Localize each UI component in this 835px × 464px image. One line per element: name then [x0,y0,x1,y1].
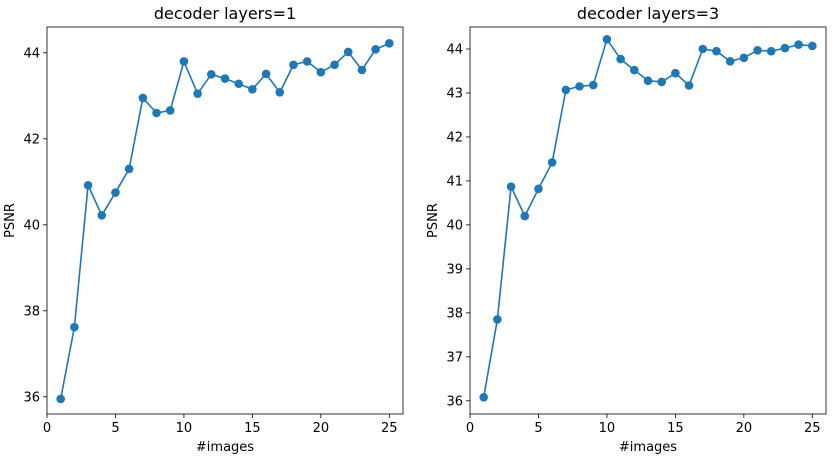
y-tick-label: 38 [446,306,463,321]
y-tick-label: 42 [23,132,40,147]
data-point [234,79,243,89]
y-axis-label: PSNR [3,203,18,238]
data-point [643,76,653,85]
data-point [698,44,708,54]
y-tick-label: 38 [23,304,40,319]
x-tick-label: 20 [736,421,753,436]
data-point [684,81,694,90]
data-point [780,43,790,53]
data-point [766,46,776,56]
data-point [547,158,557,167]
y-tick-label: 36 [446,394,463,409]
data-point [371,45,380,54]
data-point [330,60,339,70]
data-point [534,184,543,194]
data-point [316,67,326,77]
data-point [179,57,189,66]
data-point [193,89,202,98]
data-point [520,211,530,221]
data-point [248,85,257,94]
x-tick-label: 25 [804,421,821,436]
y-tick-label: 42 [446,130,463,145]
data-point [124,164,134,174]
data-point [152,108,161,118]
data-point [616,54,625,64]
data-point [808,41,817,51]
x-tick-label: 5 [111,421,119,436]
y-tick-label: 39 [446,262,463,277]
plot-frame [469,26,827,415]
x-axis-label: #images [196,440,254,455]
x-axis-label: #images [619,440,677,455]
y-tick-label: 40 [446,218,463,233]
x-tick-label: 20 [313,421,330,436]
data-point [657,77,666,87]
plot-frame [46,26,404,415]
data-point [739,53,749,63]
x-tick-label: 15 [667,421,684,436]
data-point [83,180,93,190]
data-point [753,46,762,55]
data-point [493,315,502,324]
data-point [138,93,148,103]
y-axis-label: PSNR [426,203,441,238]
data-point [385,39,394,48]
data-point [70,322,79,332]
y-tick-label: 44 [446,42,463,57]
chart-title: decoder layers=1 [154,4,296,23]
data-point [357,65,367,75]
data-point [794,40,803,49]
data-point [602,35,612,44]
x-tick-label: 5 [534,421,542,436]
data-point [630,65,639,75]
data-point [712,46,721,56]
data-point [275,88,285,97]
chart-panel-1: decoder layers=1 0 5 10 15 20 25 36 38 40 42 44 #ima… [3,4,404,455]
y-tick-label: 43 [446,86,463,101]
chart-title: decoder layers=3 [577,4,719,23]
data-point [725,57,735,66]
chart-panel-2: decoder layers=3 0 5 10 15 20 25 36 37 38 39 40 41 42… [426,4,827,455]
data-point [220,74,230,83]
x-tick-label: 15 [244,421,261,436]
data-point [561,85,571,95]
x-tick-label: 25 [381,421,398,436]
data-point [111,188,120,197]
y-tick-label: 37 [446,350,463,365]
data-point [302,57,312,66]
x-tick-label: 0 [466,421,474,436]
data-point [479,392,488,402]
data-point [165,106,175,115]
data-point [261,69,271,79]
x-tick-label: 10 [599,421,616,436]
x-tick-label: 0 [43,421,51,436]
x-tick-label: 10 [176,421,193,436]
data-point [56,394,65,404]
data-point [588,80,598,90]
series-line [482,38,813,398]
data-point [207,70,216,79]
data-point [97,211,107,220]
data-point [575,82,584,91]
y-tick-label: 36 [23,390,40,405]
y-tick-label: 44 [23,46,40,61]
data-point [671,68,680,78]
data-point [506,182,516,191]
y-tick-label: 40 [23,218,40,233]
series-line [59,42,390,400]
data-point [343,47,353,57]
data-point [289,60,298,70]
y-tick-label: 41 [446,174,463,189]
